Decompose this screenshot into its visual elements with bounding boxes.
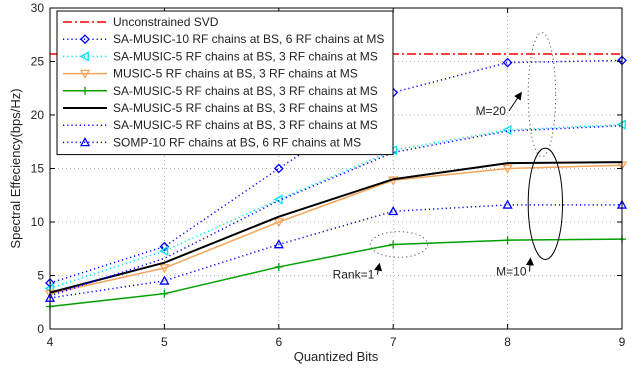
annotation-ellipse (527, 147, 564, 260)
legend-entry-5: SA-MUSIC-5 RF chains at BS, 3 RF chains … (63, 101, 378, 115)
legend-entry-2: SA-MUSIC-5 RF chains at BS, 3 RF chains … (63, 49, 378, 63)
data-point-marker (159, 264, 170, 274)
legend-box (56, 10, 394, 156)
annotations: M=20 M=10 Rank=1 (333, 32, 564, 282)
data-point-marker (159, 241, 170, 252)
data-point-marker (273, 239, 284, 249)
y-tick-label: 5 (37, 269, 44, 283)
x-tick-label: 7 (390, 335, 397, 349)
legend-label: SA-MUSIC-10 RF chains at BS, 6 RF chains… (113, 32, 384, 46)
y-tick-label: 0 (37, 322, 44, 336)
annotation-arrow (508, 91, 522, 112)
annotation-2: Rank=1 (333, 231, 429, 282)
legend-label: SA-MUSIC-5 RF chains at BS, 3 RF chains … (113, 84, 378, 98)
data-point-marker (159, 275, 170, 285)
data-point-marker (502, 199, 513, 209)
series-line (49, 238, 623, 308)
series-5 (49, 161, 623, 294)
annotation-label: M=10 (496, 265, 527, 279)
legend-entry-0: Unconstrained SVD (63, 15, 219, 29)
data-point-marker (81, 86, 89, 95)
legend-entry-4: SA-MUSIC-5 RF chains at BS, 3 RF chains … (63, 84, 378, 98)
y-tick-label: 30 (31, 1, 45, 15)
legend-label: MUSIC-5 RF chains at BS, 3 RF chains at … (113, 67, 358, 81)
legend-entry-6: SA-MUSIC-5 RF chains at BS, 3 RF chains … (63, 118, 378, 132)
legend-label: SA-MUSIC-5 RF chains at BS, 3 RF chains … (113, 118, 378, 132)
y-tick-label: 20 (31, 108, 45, 122)
data-point-marker (79, 137, 91, 147)
data-point-marker (502, 164, 513, 174)
legend-label: SA-MUSIC-5 RF chains at BS, 3 RF chains … (113, 49, 378, 63)
data-point-marker (79, 69, 91, 79)
data-point-marker (80, 34, 90, 45)
x-tick-label: 8 (504, 335, 511, 349)
y-axis-label: Spectral Effeciency(bps/Hz) (8, 88, 23, 248)
data-point-marker (159, 245, 169, 256)
annotation-label: Rank=1 (333, 268, 375, 282)
data-point-marker (160, 289, 169, 298)
legend: Unconstrained SVD SA-MUSIC-10 RF chains a… (56, 10, 394, 156)
annotation-1: M=10 (496, 147, 564, 279)
data-point-marker (503, 236, 512, 245)
data-point-marker (273, 218, 284, 228)
data-point-marker (502, 57, 513, 68)
series-line (49, 161, 623, 294)
annotation-arrow (525, 257, 534, 272)
y-tick-label: 15 (31, 162, 45, 176)
annotation-arrow (374, 262, 383, 275)
annotation-label: M=20 (476, 104, 507, 118)
series-line (49, 164, 623, 295)
data-point-marker (274, 262, 283, 271)
legend-entry-7: SOMP-10 RF chains at BS, 6 RF chains at … (63, 135, 361, 149)
legend-entry-1: SA-MUSIC-10 RF chains at BS, 6 RF chains… (63, 32, 384, 46)
x-tick-label: 9 (619, 335, 626, 349)
y-tick-label: 25 (31, 55, 45, 69)
series-4 (46, 235, 626, 311)
legend-label: SA-MUSIC-5 RF chains at BS, 3 RF chains … (113, 101, 378, 115)
y-tick-label: 10 (31, 215, 45, 229)
data-point-marker (502, 124, 512, 136)
x-tick-label: 4 (47, 335, 54, 349)
annotation-ellipse (369, 231, 429, 258)
legend-label: Unconstrained SVD (113, 15, 219, 29)
legend-entry-3: MUSIC-5 RF chains at BS, 3 RF chains at … (63, 67, 358, 81)
data-point-marker (389, 240, 398, 249)
axis-ticks: 4 5 6 7 8 9 0 5 10 15 20 25 30 (31, 1, 626, 349)
annotation-0: M=20 (476, 32, 557, 158)
data-point-marker (79, 51, 89, 62)
legend-label: SOMP-10 RF chains at BS, 6 RF chains at … (113, 135, 361, 149)
annotation-ellipse (527, 32, 557, 158)
data-point-marker (273, 163, 284, 174)
data-point-marker (273, 194, 283, 205)
x-tick-label: 6 (275, 335, 282, 349)
series-lines (44, 53, 628, 311)
x-axis-label: Quantized Bits (294, 349, 379, 364)
x-tick-label: 5 (161, 335, 168, 349)
data-point-marker (388, 205, 399, 216)
